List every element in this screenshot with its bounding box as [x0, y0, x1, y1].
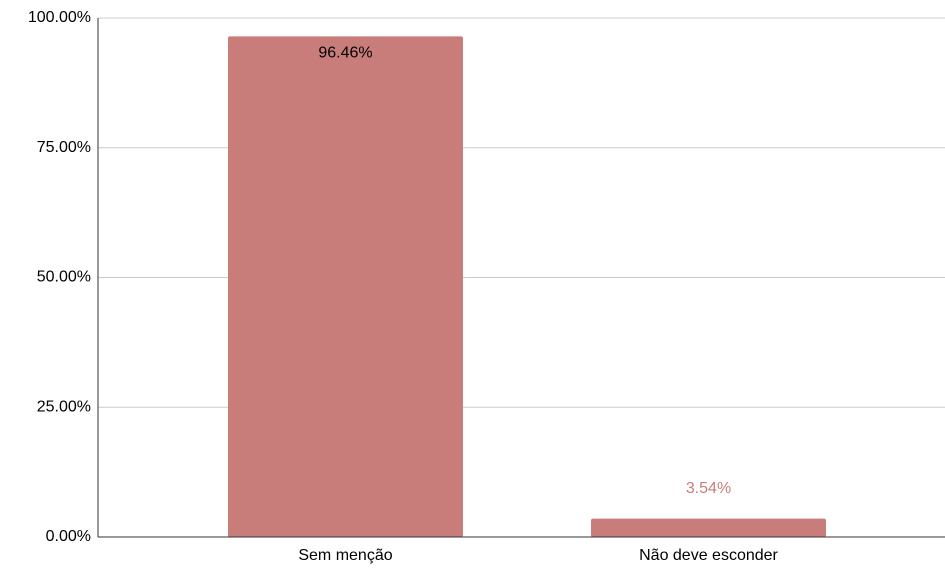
y-tick-label: 100.00% [28, 9, 91, 26]
value-label: 3.54% [686, 480, 731, 497]
x-tick-label: Não deve esconder [639, 547, 778, 564]
y-tick-label: 25.00% [37, 398, 91, 415]
bar [591, 518, 826, 537]
bar [228, 36, 463, 538]
y-tick-label: 50.00% [37, 269, 91, 286]
value-label: 96.46% [318, 45, 372, 62]
y-tick-label: 75.00% [37, 139, 91, 156]
x-tick-label: Sem menção [298, 547, 392, 564]
y-tick-label: 0.00% [46, 528, 91, 545]
